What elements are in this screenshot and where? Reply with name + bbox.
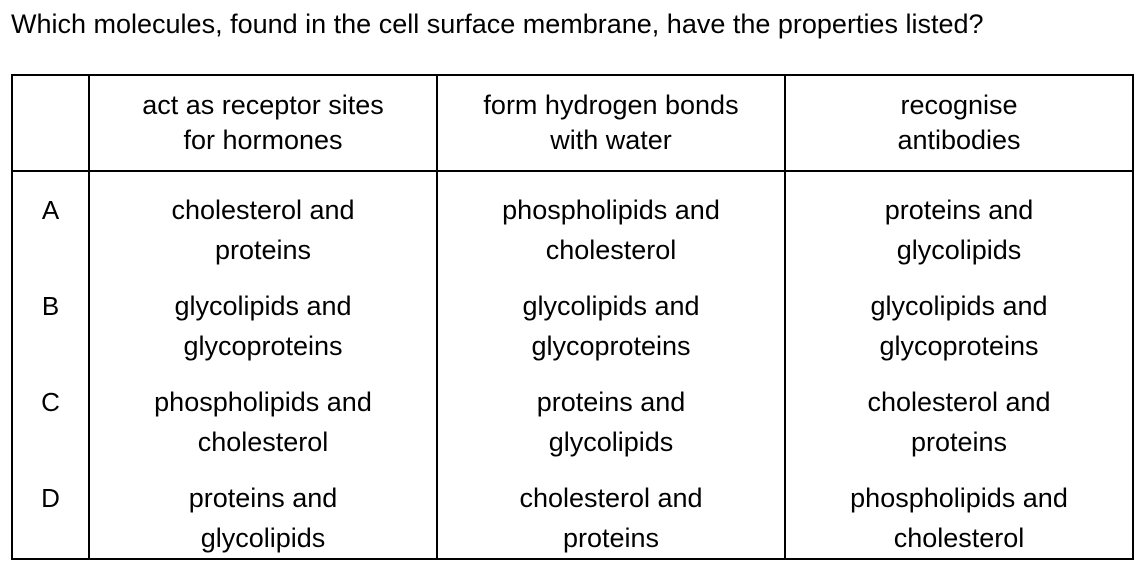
cell-line: cholesterol and: [171, 195, 355, 225]
cell-line: glycoproteins: [183, 331, 343, 361]
table-cell: glycolipids and glycoproteins: [88, 270, 438, 366]
cell-line: glycolipids and: [174, 291, 352, 321]
cell-line: proteins: [562, 523, 660, 553]
answer-table: act as receptor sites for hormones form …: [11, 74, 1134, 560]
header-cell-antibodies: recognise antibodies: [784, 74, 1134, 172]
header-row: act as receptor sites for hormones form …: [11, 74, 1134, 172]
cell-line: glycoproteins: [531, 331, 691, 361]
cell-line: glycolipids: [548, 427, 674, 457]
table-cell: glycolipids and glycoproteins: [436, 270, 786, 366]
cell-line: phospholipids and: [850, 483, 1068, 513]
table-cell: proteins and glycolipids: [784, 171, 1134, 270]
cell-line: cholesterol: [197, 427, 329, 457]
header-line: for hormones: [183, 125, 343, 155]
header-line: antibodies: [897, 125, 1021, 155]
table-cell: phospholipids and cholesterol: [436, 171, 786, 270]
table-cell: proteins and glycolipids: [88, 462, 438, 560]
option-key[interactable]: A: [11, 171, 90, 270]
cell-line: cholesterol and: [519, 483, 703, 513]
header-cell-key: [11, 74, 90, 172]
cell-line: glycolipids: [896, 235, 1022, 265]
cell-line: glycolipids: [200, 523, 326, 553]
header-cell-hydrogen-bonds: form hydrogen bonds with water: [436, 74, 786, 172]
table-cell: phospholipids and cholesterol: [88, 366, 438, 462]
header-cell-receptor: act as receptor sites for hormones: [88, 74, 438, 172]
cell-line: cholesterol: [893, 523, 1025, 553]
option-key[interactable]: B: [11, 270, 90, 366]
table-cell: cholesterol and proteins: [784, 366, 1134, 462]
cell-line: proteins: [214, 235, 312, 265]
cell-line: proteins: [910, 427, 1008, 457]
cell-line: phospholipids and: [502, 195, 720, 225]
cell-line: cholesterol and: [867, 387, 1051, 417]
table-cell: cholesterol and proteins: [88, 171, 438, 270]
option-key[interactable]: C: [11, 366, 90, 462]
table-row: C phospholipids and cholesterol proteins…: [11, 366, 1134, 462]
option-key[interactable]: D: [11, 462, 90, 560]
cell-line: glycoproteins: [879, 331, 1039, 361]
question-text: Which molecules, found in the cell surfa…: [11, 9, 984, 39]
table-row: B glycolipids and glycoproteins glycolip…: [11, 270, 1134, 366]
header-line: recognise: [900, 90, 1018, 120]
table-row: A cholesterol and proteins phospholipids…: [11, 171, 1134, 270]
cell-line: proteins and: [884, 195, 1034, 225]
table-cell: cholesterol and proteins: [436, 462, 786, 560]
header-line: act as receptor sites: [142, 90, 384, 120]
table-cell: proteins and glycolipids: [436, 366, 786, 462]
cell-line: proteins and: [536, 387, 686, 417]
cell-line: cholesterol: [545, 235, 677, 265]
cell-line: proteins and: [188, 483, 338, 513]
header-line: form hydrogen bonds: [483, 90, 739, 120]
table-row: D proteins and glycolipids cholesterol a…: [11, 462, 1134, 560]
cell-line: glycolipids and: [522, 291, 700, 321]
cell-line: phospholipids and: [154, 387, 372, 417]
table-cell: glycolipids and glycoproteins: [784, 270, 1134, 366]
header-line: with water: [550, 125, 672, 155]
cell-line: glycolipids and: [870, 291, 1048, 321]
table-cell: phospholipids and cholesterol: [784, 462, 1134, 560]
